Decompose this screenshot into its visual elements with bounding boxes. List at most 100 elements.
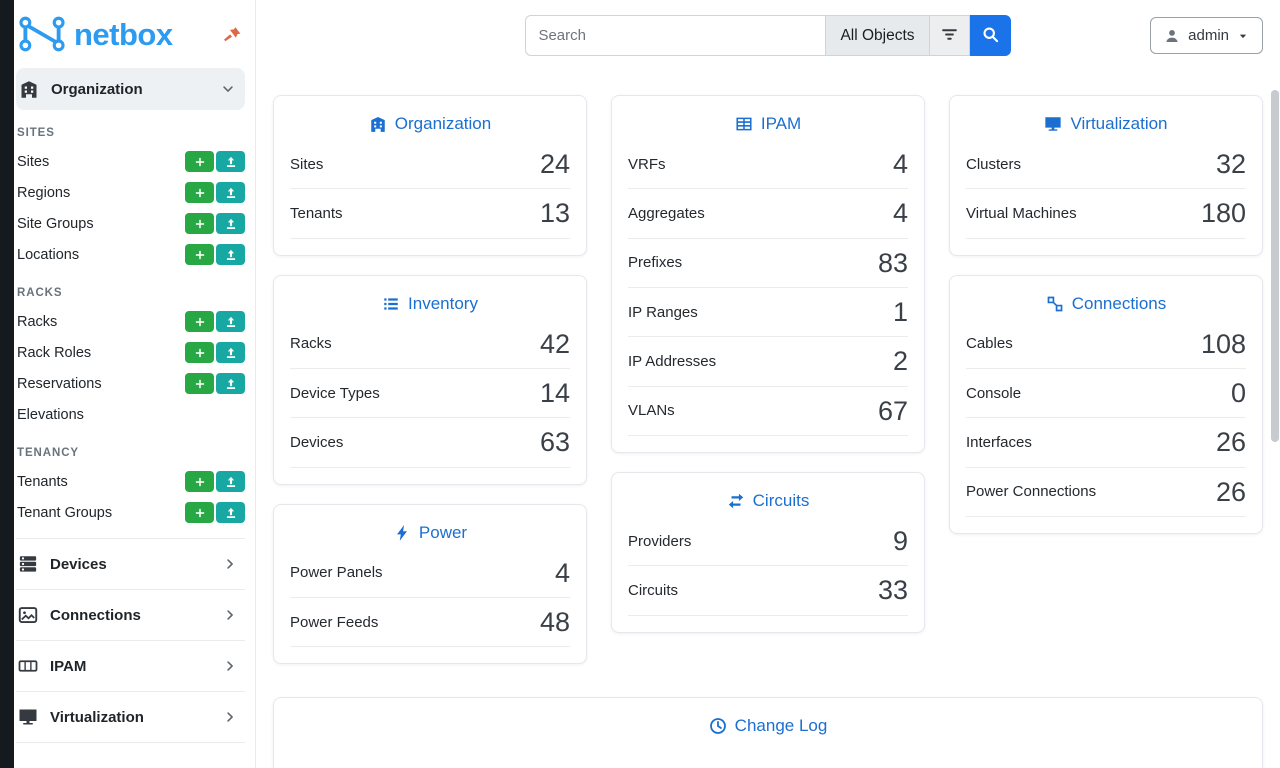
stat-value-aggregates: 4 <box>892 198 908 229</box>
stat-label-devices[interactable]: Devices <box>290 434 344 452</box>
add-button[interactable] <box>185 151 214 172</box>
sidebar-item-sites: Sites <box>16 146 245 177</box>
stat-value-tenants: 13 <box>539 198 570 229</box>
sidebar-link-site-groups[interactable]: Site Groups <box>17 215 94 232</box>
sidebar-menu-ipam[interactable]: IPAM <box>16 640 245 691</box>
stat-value-power-panels: 4 <box>554 557 570 588</box>
stat-value-sites: 24 <box>539 149 570 179</box>
add-button[interactable] <box>185 244 214 265</box>
stat-label-racks[interactable]: Racks <box>290 335 332 353</box>
stat-row-aggregates: Aggregates 4 <box>628 189 908 239</box>
card-title-connections[interactable]: Connections <box>966 294 1246 314</box>
sidebar-menu-devices[interactable]: Devices <box>16 538 245 589</box>
stat-label-cables[interactable]: Cables <box>966 335 1013 353</box>
card-title-circuits[interactable]: Circuits <box>628 491 908 511</box>
stat-value-vrfs: 4 <box>892 149 908 179</box>
add-button[interactable] <box>185 373 214 394</box>
sidebar-link-rack-roles[interactable]: Rack Roles <box>17 344 92 361</box>
import-button[interactable] <box>216 373 245 394</box>
pin-icon[interactable] <box>223 24 242 43</box>
stat-row-console: Console 0 <box>966 369 1246 419</box>
user-menu-button[interactable]: admin <box>1150 17 1263 54</box>
stat-value-clusters: 32 <box>1215 149 1246 179</box>
add-button[interactable] <box>185 342 214 363</box>
search-input[interactable] <box>525 15 826 56</box>
stat-label-interfaces[interactable]: Interfaces <box>966 434 1032 452</box>
item-action-buttons <box>185 342 245 363</box>
import-button[interactable] <box>216 151 245 172</box>
sidebar-menu-label: Virtualization <box>50 708 144 726</box>
netbox-logo-icon <box>16 13 68 55</box>
sidebar-item-reservations: Reservations <box>16 368 245 399</box>
stat-label-clusters[interactable]: Clusters <box>966 155 1022 173</box>
stat-row-virtual-machines: Virtual Machines 180 <box>966 189 1246 239</box>
stat-label-vlans[interactable]: VLANs <box>628 402 675 420</box>
stat-row-devices: Devices 63 <box>290 418 570 468</box>
add-button[interactable] <box>185 471 214 492</box>
card-title-power[interactable]: Power <box>290 523 570 543</box>
card-title-inventory[interactable]: Inventory <box>290 294 570 314</box>
stat-row-prefixes: Prefixes 83 <box>628 239 908 289</box>
sidebar-link-locations[interactable]: Locations <box>17 246 80 263</box>
stat-label-ip-addresses[interactable]: IP Addresses <box>628 353 717 371</box>
sidebar-menu-connections[interactable]: Connections <box>16 589 245 640</box>
stat-label-prefixes[interactable]: Prefixes <box>628 254 683 272</box>
changelog-title[interactable]: Change Log <box>290 716 1246 736</box>
stat-value-racks: 42 <box>539 328 570 359</box>
stat-label-providers[interactable]: Providers <box>628 532 692 550</box>
add-button[interactable] <box>185 502 214 523</box>
changelog-title-text: Change Log <box>734 716 828 736</box>
netbox-logo[interactable]: netbox <box>16 13 173 55</box>
import-button[interactable] <box>216 471 245 492</box>
stat-label-sites[interactable]: Sites <box>290 155 324 173</box>
scrollbar-thumb[interactable] <box>1271 90 1279 442</box>
item-action-buttons <box>185 471 245 492</box>
item-action-buttons <box>185 151 245 172</box>
sidebar-menu-body: SITES Sites Regions Site Groups Locations RAC… <box>16 127 245 538</box>
stat-label-virtual-machines[interactable]: Virtual Machines <box>966 205 1077 223</box>
import-button[interactable] <box>216 213 245 234</box>
stat-value-console: 0 <box>1230 378 1246 409</box>
sidebar-link-reservations[interactable]: Reservations <box>17 375 102 392</box>
stat-label-vrfs[interactable]: VRFs <box>628 155 666 173</box>
card-title-text: Power <box>418 522 468 542</box>
main-scrollbar[interactable] <box>1270 0 1280 768</box>
import-button[interactable] <box>216 182 245 203</box>
sidebar-link-elevations[interactable]: Elevations <box>17 406 84 423</box>
stat-label-circuits[interactable]: Circuits <box>628 582 679 600</box>
stat-label-tenants[interactable]: Tenants <box>290 205 343 223</box>
stat-label-ip-ranges[interactable]: IP Ranges <box>628 303 698 321</box>
stat-label-power-panels[interactable]: Power Panels <box>290 564 383 582</box>
stat-label-console[interactable]: Console <box>966 384 1022 402</box>
stat-label-aggregates[interactable]: Aggregates <box>628 205 705 223</box>
sidebar-link-tenant-groups[interactable]: Tenant Groups <box>17 504 113 521</box>
sidebar-link-racks[interactable]: Racks <box>17 313 58 330</box>
sidebar-link-sites[interactable]: Sites <box>17 153 50 170</box>
add-button[interactable] <box>185 182 214 203</box>
sidebar-item-regions: Regions <box>16 177 245 208</box>
import-button[interactable] <box>216 502 245 523</box>
sidebar-menu-organization[interactable]: Organization <box>16 68 245 110</box>
sidebar-link-tenants[interactable]: Tenants <box>17 473 68 490</box>
object-type-dropdown[interactable]: All Objects <box>825 15 930 56</box>
card-title-virtualization[interactable]: Virtualization <box>966 114 1246 134</box>
sidebar-item-tenant-groups: Tenant Groups <box>16 497 245 528</box>
add-button[interactable] <box>185 213 214 234</box>
stat-label-power-connections[interactable]: Power Connections <box>966 483 1097 501</box>
card-title-ipam[interactable]: IPAM <box>628 114 908 134</box>
import-button[interactable] <box>216 311 245 332</box>
import-button[interactable] <box>216 342 245 363</box>
sidebar-menu-virtualization[interactable]: Virtualization <box>16 691 245 743</box>
add-button[interactable] <box>185 311 214 332</box>
search-button[interactable] <box>969 15 1011 56</box>
sidebar-item-racks: Racks <box>16 306 245 337</box>
stat-label-device-types[interactable]: Device Types <box>290 384 380 402</box>
import-button[interactable] <box>216 244 245 265</box>
sidebar-item-locations: Locations <box>16 239 245 270</box>
filter-icon <box>941 26 958 46</box>
stat-label-power-feeds[interactable]: Power Feeds <box>290 613 379 631</box>
sidebar-link-regions[interactable]: Regions <box>17 184 71 201</box>
filter-button[interactable] <box>929 15 970 56</box>
card-title-organization[interactable]: Organization <box>290 114 570 134</box>
sidebar-item-rack-roles: Rack Roles <box>16 337 245 368</box>
